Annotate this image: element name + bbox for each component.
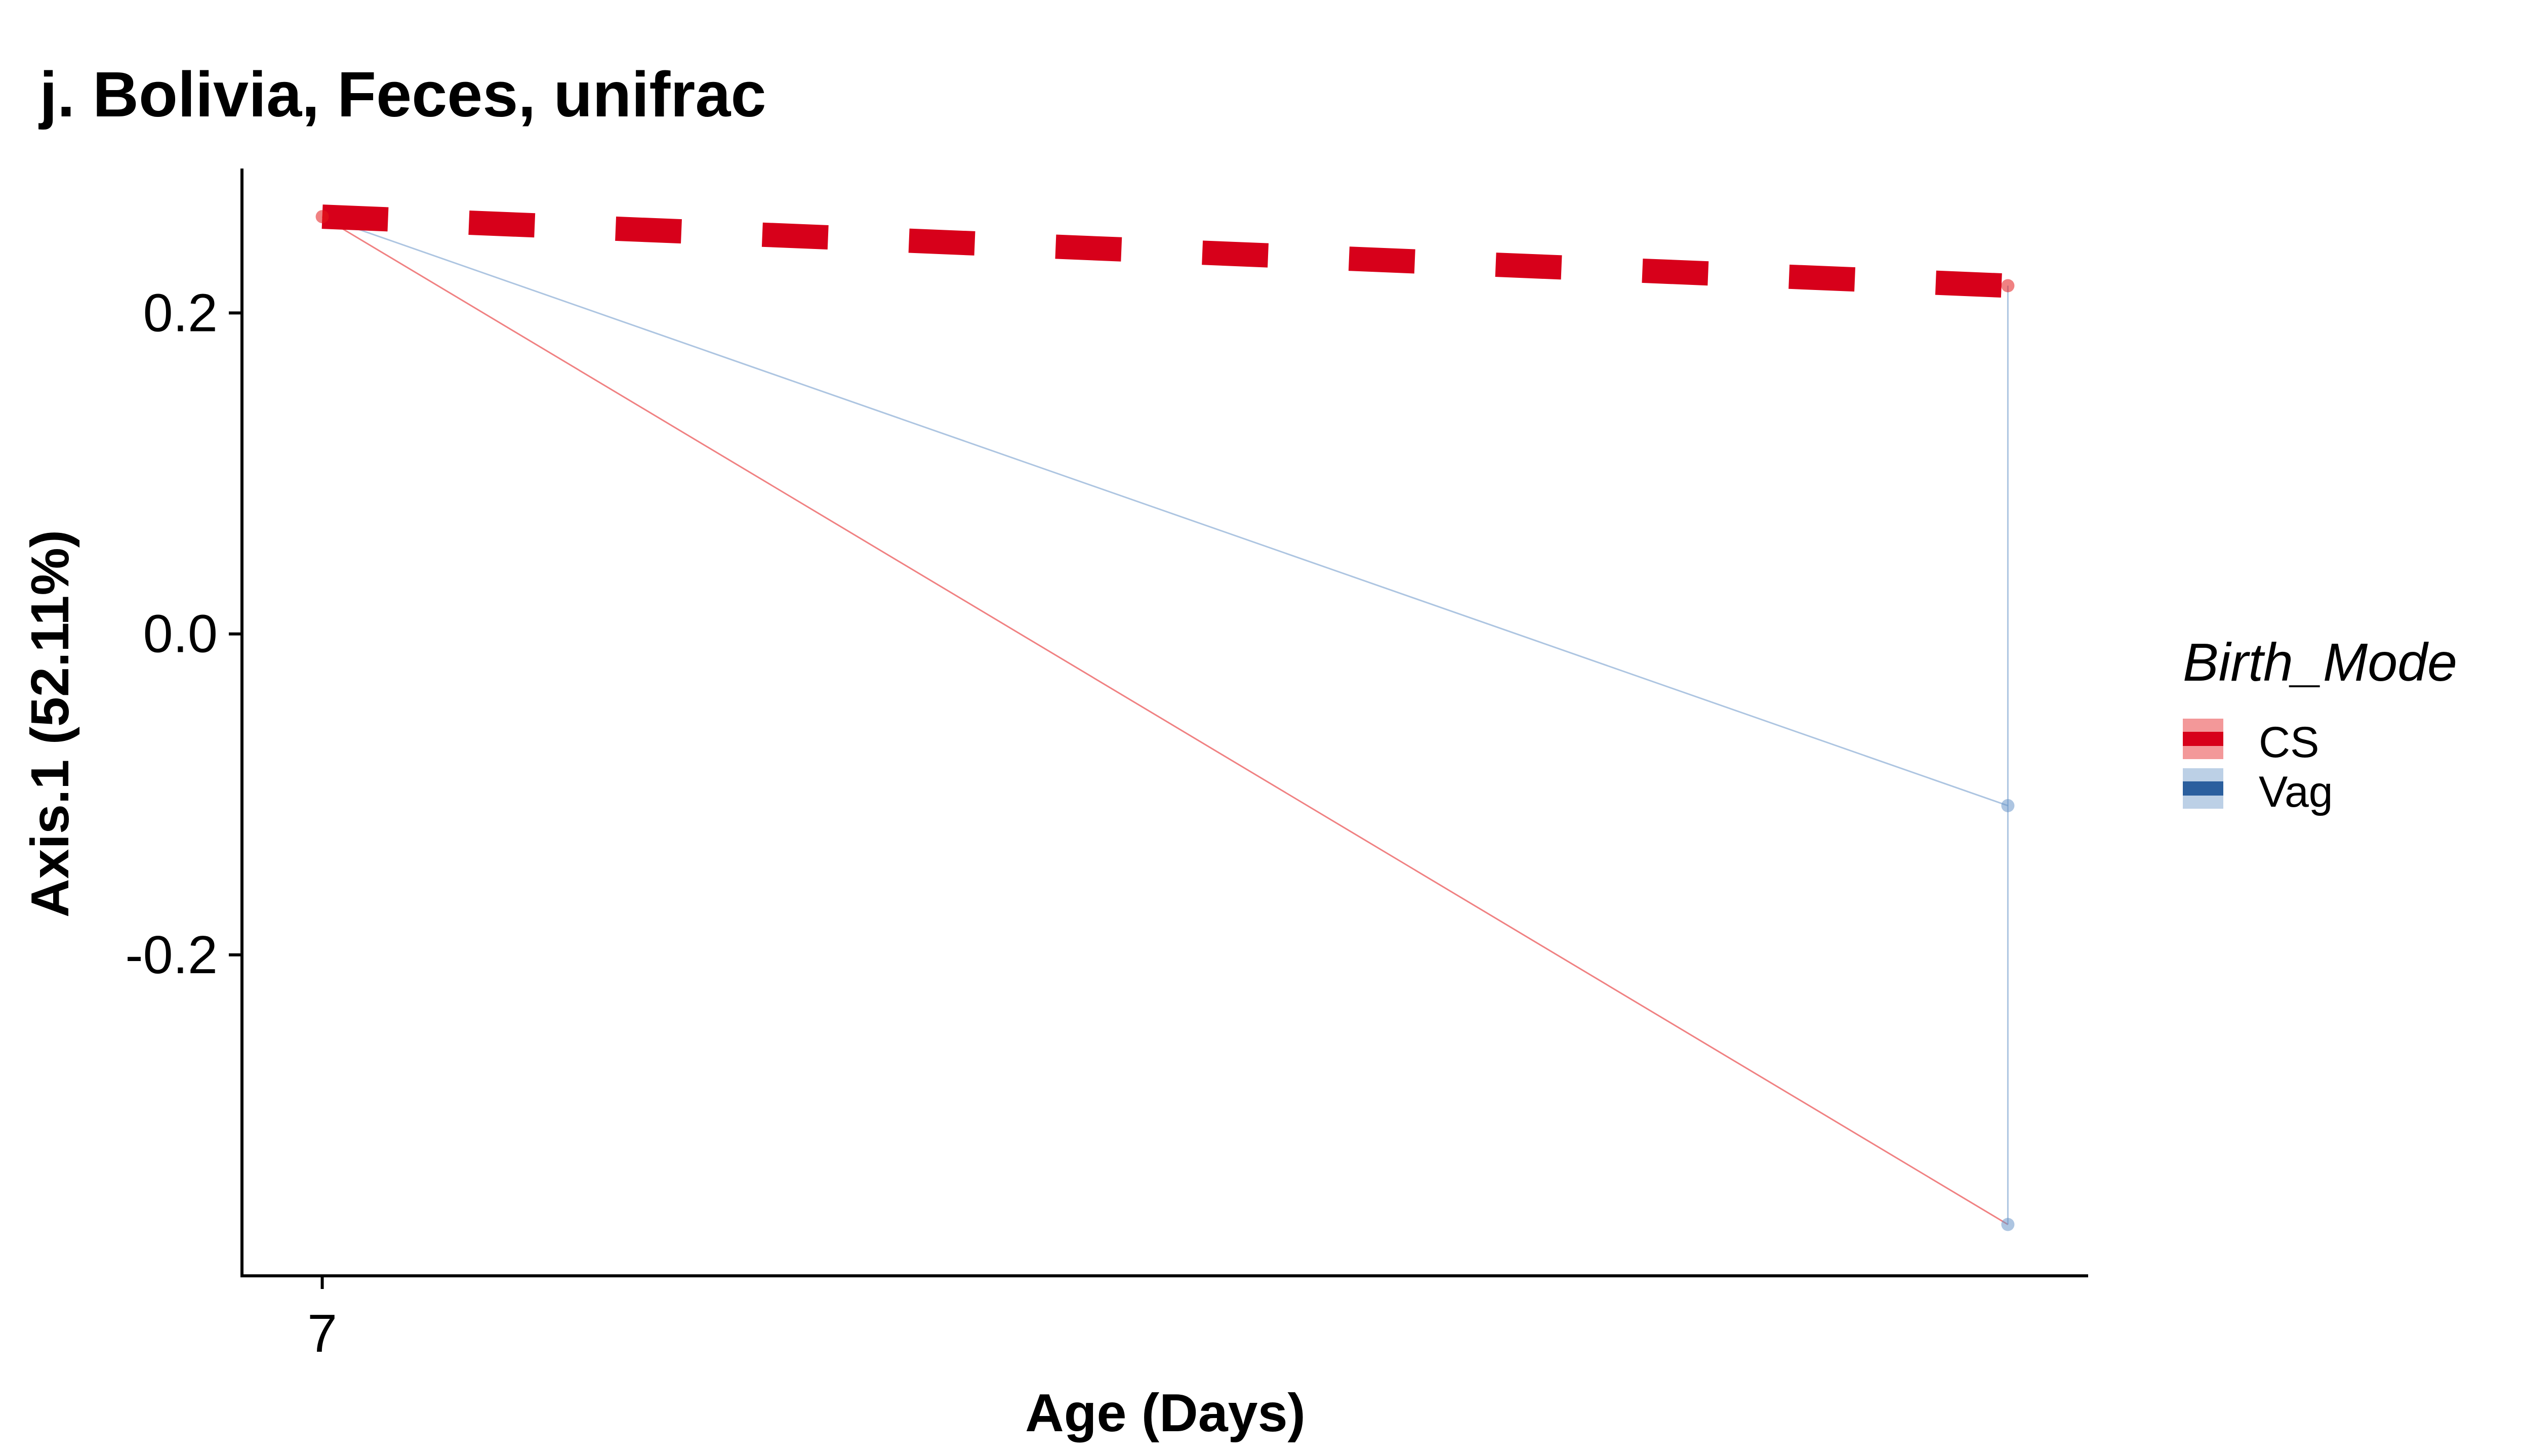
x-axis-label: Age (Days) <box>1025 1383 1306 1443</box>
x-axis-ticks: 7 <box>307 1276 337 1363</box>
legend-label-1: Vag <box>2259 768 2333 816</box>
plot-area <box>315 204 2015 1231</box>
y-tick-label-0: 0.2 <box>143 283 218 343</box>
legend-title: Birth_Mode <box>2183 633 2457 692</box>
series-cs-line-0 <box>321 216 2009 1225</box>
y-tick-label-2: -0.2 <box>125 925 218 985</box>
legend-key-vag <box>2183 768 2223 809</box>
series-cs-point-1 <box>2001 279 2015 293</box>
y-axis-ticks: 0.2 0.0 -0.2 <box>125 283 242 985</box>
x-tick-label-0: 7 <box>307 1304 337 1363</box>
series-vag-line-0 <box>322 216 2008 807</box>
y-tick-label-1: 0.0 <box>143 604 218 664</box>
y-axis-label: Axis.1 (52.11%) <box>20 530 80 918</box>
legend-key-line-1 <box>2183 781 2223 796</box>
legend-key-line-0 <box>2183 732 2223 746</box>
legend-key-cs <box>2183 719 2223 759</box>
series-vag-point-0 <box>2001 799 2015 812</box>
legend-label-0: CS <box>2259 718 2319 767</box>
series-cs-point-0 <box>315 210 329 224</box>
chart-title: j. Bolivia, Feces, unifrac <box>38 59 766 130</box>
series-vag-point-1 <box>2001 1218 2015 1231</box>
